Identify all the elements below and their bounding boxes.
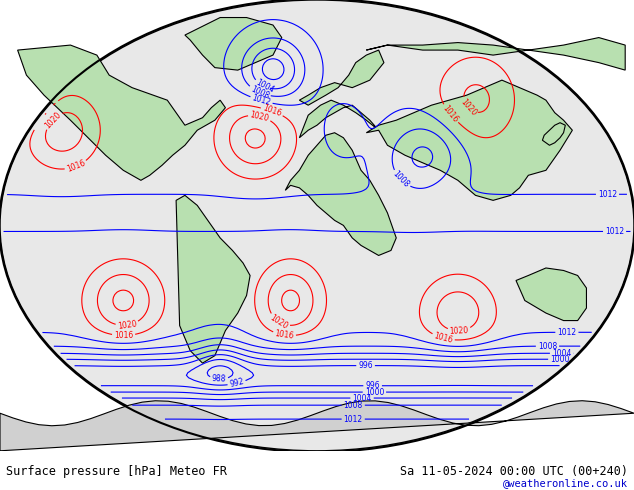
Text: 1020: 1020 bbox=[268, 313, 290, 331]
Text: 1020: 1020 bbox=[458, 97, 478, 118]
Text: 996: 996 bbox=[358, 361, 373, 370]
Polygon shape bbox=[0, 401, 634, 451]
Text: 996: 996 bbox=[365, 381, 380, 390]
Text: 1012: 1012 bbox=[251, 94, 272, 107]
Text: 1008: 1008 bbox=[538, 342, 557, 351]
Polygon shape bbox=[185, 18, 281, 70]
Text: 1012: 1012 bbox=[557, 328, 576, 337]
Text: 1020: 1020 bbox=[450, 326, 469, 336]
Text: 1004: 1004 bbox=[353, 393, 372, 403]
Text: 1016: 1016 bbox=[274, 329, 295, 341]
Polygon shape bbox=[176, 196, 250, 363]
Polygon shape bbox=[18, 45, 226, 180]
Text: 1012: 1012 bbox=[605, 227, 624, 236]
Text: 1000: 1000 bbox=[550, 355, 569, 364]
Polygon shape bbox=[516, 268, 586, 320]
Text: 1016: 1016 bbox=[441, 103, 460, 124]
Text: 1000: 1000 bbox=[365, 388, 384, 396]
Text: 1008: 1008 bbox=[391, 170, 411, 190]
Text: Sa 11-05-2024 00:00 UTC (00+240): Sa 11-05-2024 00:00 UTC (00+240) bbox=[399, 465, 628, 478]
Polygon shape bbox=[366, 80, 573, 200]
Text: Surface pressure [hPa] Meteo FR: Surface pressure [hPa] Meteo FR bbox=[6, 465, 227, 478]
Text: 1008: 1008 bbox=[344, 401, 363, 410]
Text: @weatheronline.co.uk: @weatheronline.co.uk bbox=[503, 478, 628, 488]
Polygon shape bbox=[285, 133, 396, 255]
Text: 1008: 1008 bbox=[249, 84, 270, 100]
Text: 1016: 1016 bbox=[65, 159, 87, 174]
Polygon shape bbox=[299, 50, 384, 105]
Polygon shape bbox=[366, 38, 625, 70]
Polygon shape bbox=[299, 100, 378, 138]
Text: 1016: 1016 bbox=[114, 331, 133, 340]
Ellipse shape bbox=[0, 0, 634, 451]
Text: 1016: 1016 bbox=[261, 104, 283, 119]
Text: 1012: 1012 bbox=[598, 190, 617, 199]
Text: 1020: 1020 bbox=[117, 319, 138, 331]
Text: 1020: 1020 bbox=[43, 110, 63, 130]
Polygon shape bbox=[543, 122, 566, 145]
Text: 1020: 1020 bbox=[249, 110, 270, 123]
Text: 988: 988 bbox=[212, 374, 226, 384]
Text: 992: 992 bbox=[228, 377, 245, 389]
Text: 1004: 1004 bbox=[254, 78, 276, 95]
Text: 1012: 1012 bbox=[344, 415, 363, 423]
Text: 1016: 1016 bbox=[433, 331, 454, 345]
Text: 1004: 1004 bbox=[552, 349, 571, 358]
